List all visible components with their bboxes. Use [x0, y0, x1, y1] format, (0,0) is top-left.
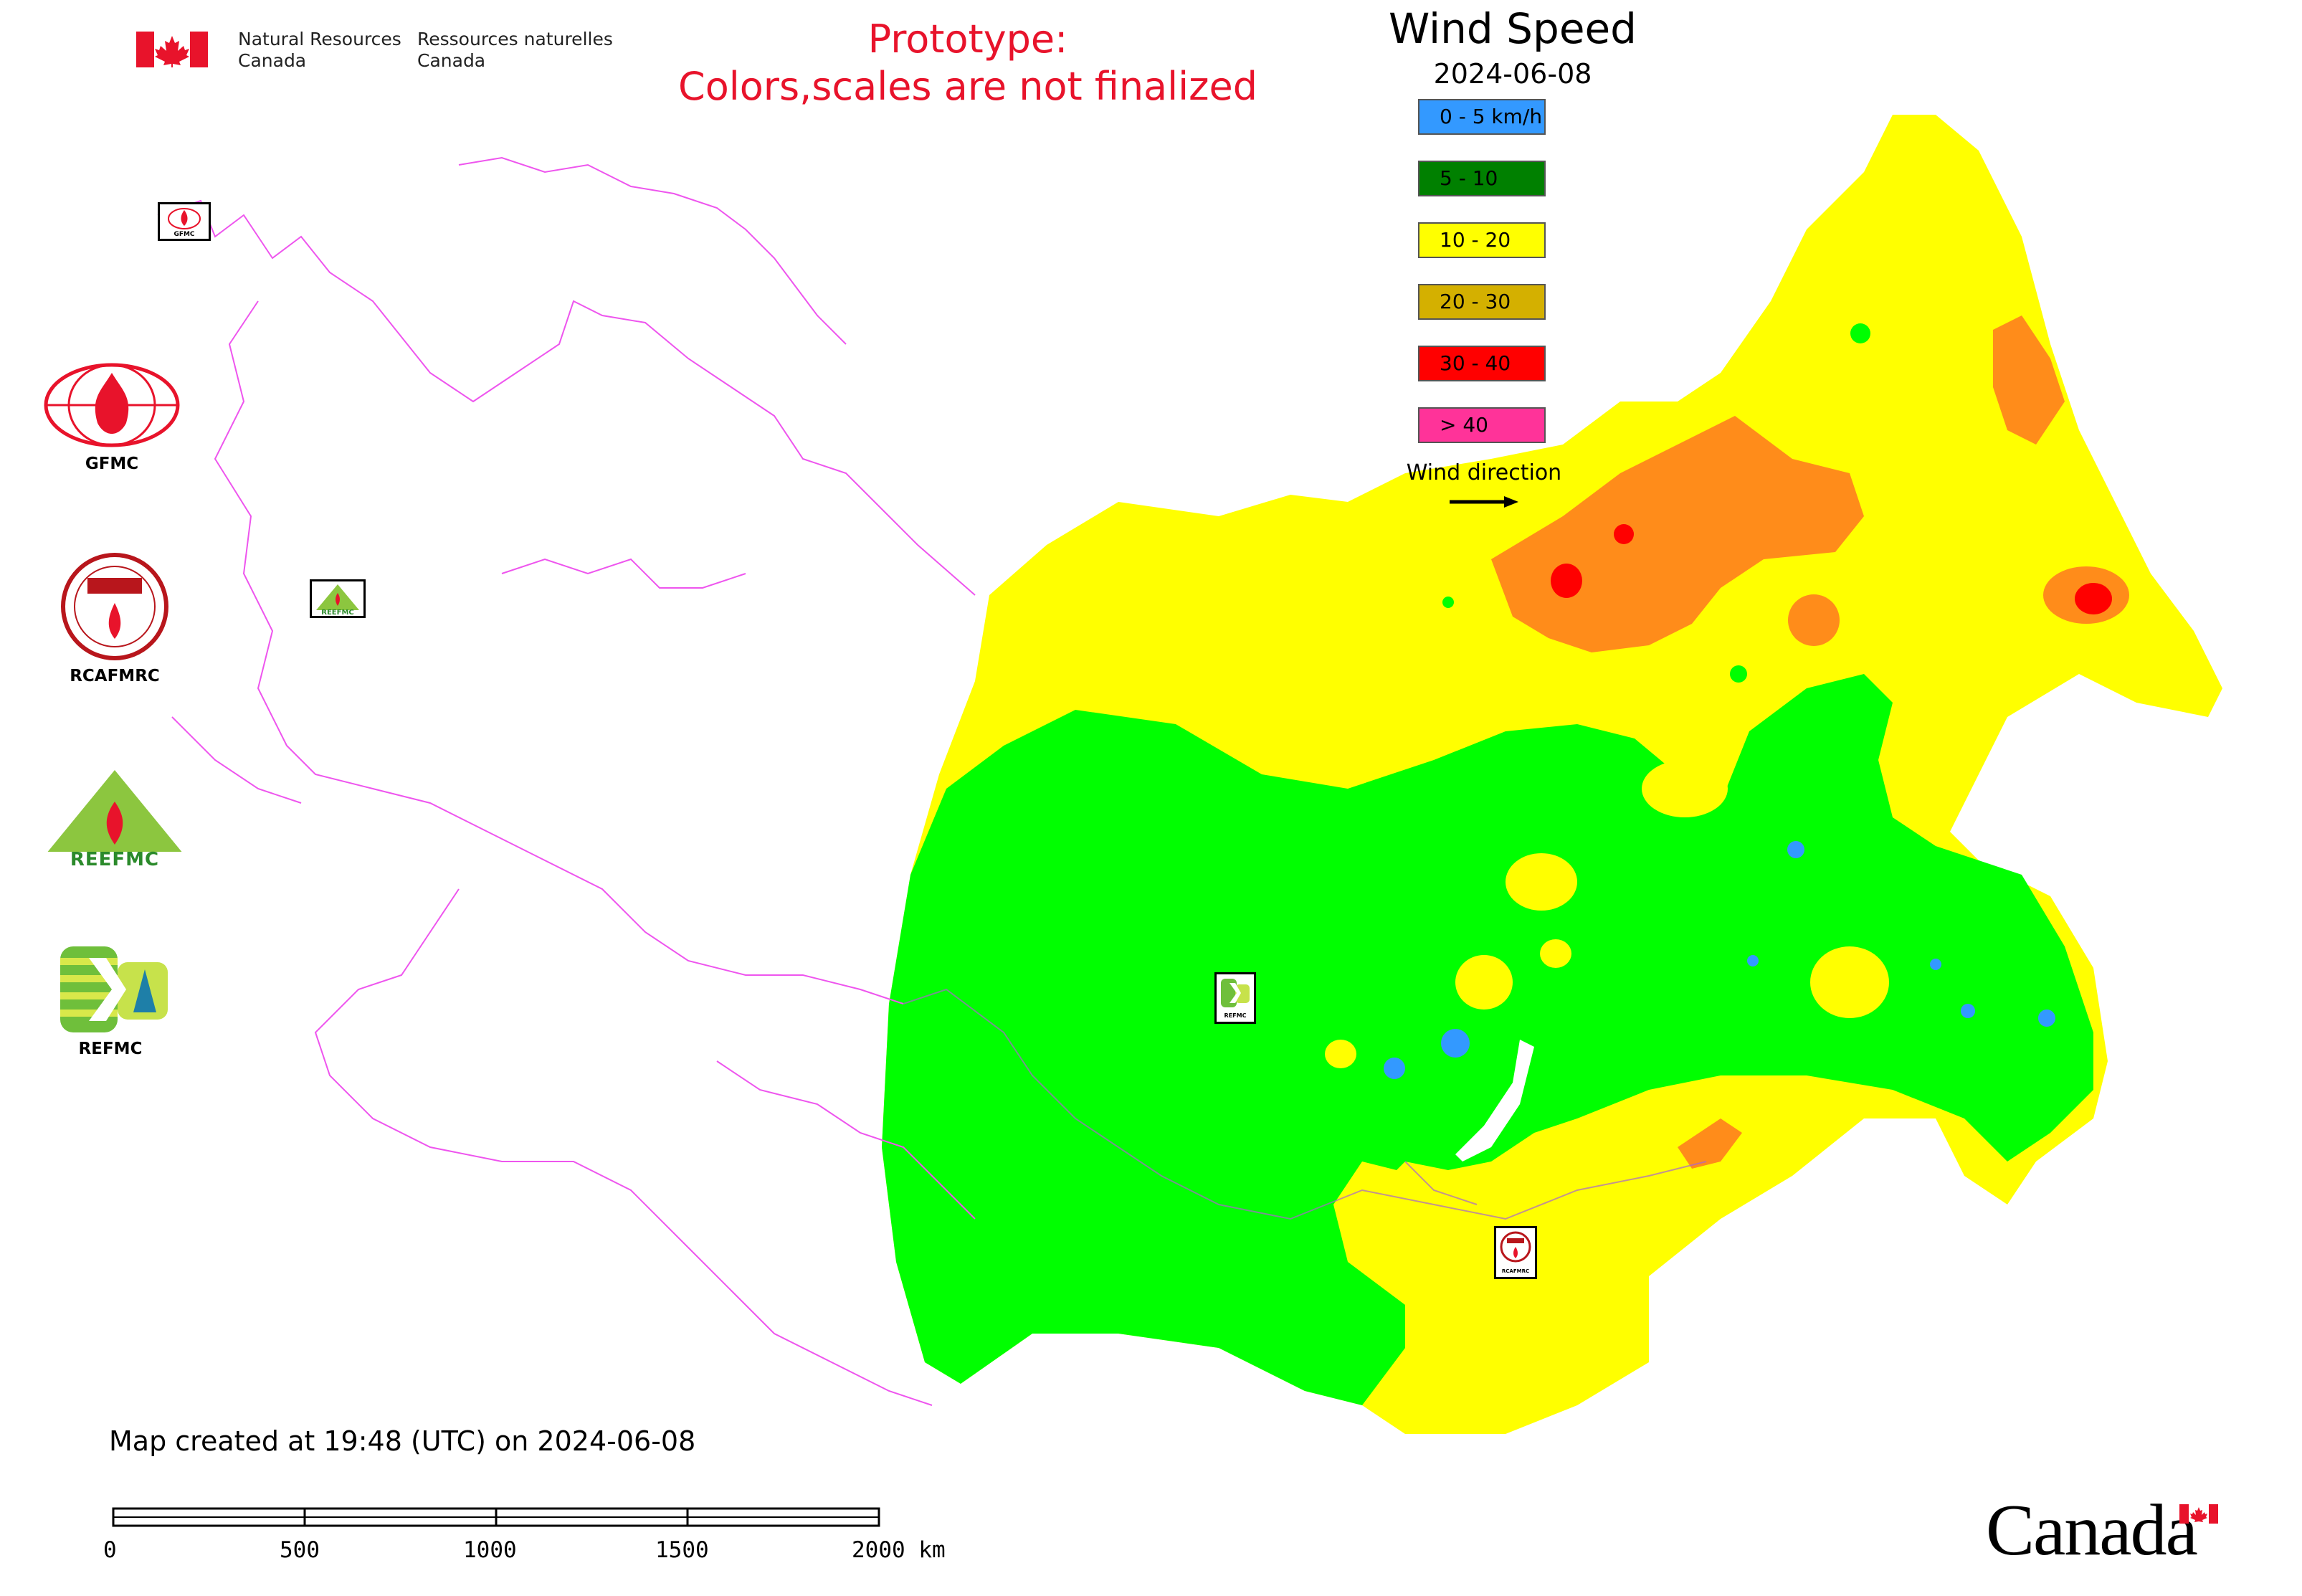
- legend-item: 0 - 5 km/h: [1418, 99, 1546, 135]
- gfmc-caption: GFMC: [85, 455, 139, 473]
- wind-zone-strong: [1788, 594, 1840, 646]
- rcafmrc-caption: RCAFMRC: [70, 667, 160, 685]
- wind-zone-calm: [2038, 1010, 2055, 1027]
- refmc-small-label: REFMC: [1224, 1012, 1247, 1019]
- refmc-caption: REFMC: [78, 1040, 143, 1058]
- map-created-timestamp: Map created at 19:48 (UTC) on 2024-06-08: [109, 1425, 696, 1457]
- map-date: 2024-06-08: [1433, 58, 1592, 90]
- prototype-line2: Colors,scales are not finalized: [678, 64, 1257, 109]
- wind-zone-strong: [1491, 416, 1864, 652]
- canada-wordmark: Canada: [1986, 1490, 2198, 1571]
- region-boundaries: [903, 988, 1707, 1220]
- nrcan-name-en: Natural Resources Canada: [238, 29, 401, 72]
- scale-label-1000: 1000: [463, 1537, 517, 1563]
- wind-patch: [1642, 760, 1728, 817]
- wind-zone-calm: [1787, 841, 1804, 858]
- rcafmrc-small-label: RCAFMRC: [1502, 1268, 1529, 1274]
- scale-label-500: 500: [280, 1537, 320, 1563]
- rcafmrc-logo-icon: [61, 553, 168, 660]
- org-fr-line1: Ressources naturelles: [417, 29, 613, 49]
- rcafmrc-map-marker: RCAFMRC: [1494, 1226, 1537, 1279]
- refmc-logo: REFMC: [46, 944, 175, 1058]
- wind-zone-strong: [1993, 315, 2065, 445]
- wind-patch: [1540, 939, 1571, 968]
- canada-flag-icon: [136, 32, 208, 67]
- reefmc-map-marker: REEFMC: [310, 579, 366, 618]
- wind-patch: [1362, 1162, 1491, 1276]
- map-title: Wind Speed: [1388, 4, 1637, 53]
- nrcan-name-fr: Ressources naturelles Canada: [417, 29, 613, 72]
- prototype-notice: Prototype: Colors,scales are not finaliz…: [645, 16, 1290, 110]
- wind-patch: [1442, 597, 1454, 608]
- gfmc-logo-icon: GFMC: [168, 208, 201, 238]
- legend-item: 10 - 20: [1418, 222, 1546, 258]
- legend-item: > 40: [1418, 407, 1546, 443]
- wind-patch: [1730, 665, 1747, 683]
- wind-zone-strong: [1678, 1118, 1742, 1169]
- wind-patch: [1810, 946, 1889, 1018]
- refmc-logo-icon: [60, 946, 168, 1032]
- wind-zone-calm: [1441, 1029, 1470, 1058]
- wind-direction-label: Wind direction: [1406, 460, 1562, 485]
- scale-label-0: 0: [103, 1537, 117, 1563]
- reefmc-logo-icon: [39, 770, 191, 868]
- reefmc-logo-icon: REEFMC: [316, 584, 359, 617]
- wind-zone-calm: [1930, 959, 1941, 970]
- refmc-map-marker: REFMC: [1214, 972, 1256, 1024]
- country-boundaries: [157, 156, 976, 1406]
- rcafmrc-logo: RCAFMRC: [50, 549, 179, 685]
- prototype-line1: Prototype:: [867, 16, 1068, 62]
- wind-patch: [1506, 853, 1577, 911]
- lake-baikal: [1455, 1040, 1534, 1162]
- wind-zone-very-strong: [1551, 564, 1582, 598]
- legend-item: 5 - 10: [1418, 161, 1546, 196]
- wind-direction-arrow-icon: [1450, 496, 1518, 508]
- gfmc-logo-icon: [44, 363, 180, 447]
- legend-item: 20 - 30: [1418, 284, 1546, 320]
- org-fr-line2: Canada: [417, 50, 486, 71]
- wind-zone-very-strong: [1614, 524, 1634, 544]
- gfmc-logo: GFMC: [40, 358, 184, 473]
- wind-patch: [1850, 323, 1870, 343]
- scale-bar: [112, 1507, 880, 1527]
- org-en-line1: Natural Resources: [238, 29, 401, 49]
- wind-patch: [1325, 1040, 1356, 1068]
- refmc-logo-icon: REFMC: [1221, 979, 1250, 1019]
- scale-label-2000: 2000 km: [852, 1537, 946, 1563]
- canada-wordmark-flag-icon: [2179, 1504, 2218, 1524]
- gfmc-map-marker: GFMC: [158, 202, 211, 241]
- reefmc-wordmark: REEFMC: [70, 849, 160, 870]
- rcafmrc-logo-icon: RCAFMRC: [1500, 1231, 1531, 1274]
- legend-item: 30 - 40: [1418, 346, 1546, 381]
- wind-zone-calm: [1747, 955, 1759, 966]
- scale-label-1500: 1500: [655, 1537, 709, 1563]
- wind-patch: [1455, 955, 1513, 1010]
- wind-zone-moderate: [882, 674, 2093, 1405]
- reefmc-logo: REEFMC: [39, 767, 191, 870]
- gfmc-small-label: GFMC: [173, 231, 194, 238]
- org-en-line2: Canada: [238, 50, 307, 71]
- reefmc-small-label: REEFMC: [321, 609, 353, 616]
- wind-zone-calm: [1961, 1004, 1975, 1018]
- wind-zone-very-strong: [2075, 583, 2112, 614]
- wind-zone-calm: [1384, 1058, 1405, 1079]
